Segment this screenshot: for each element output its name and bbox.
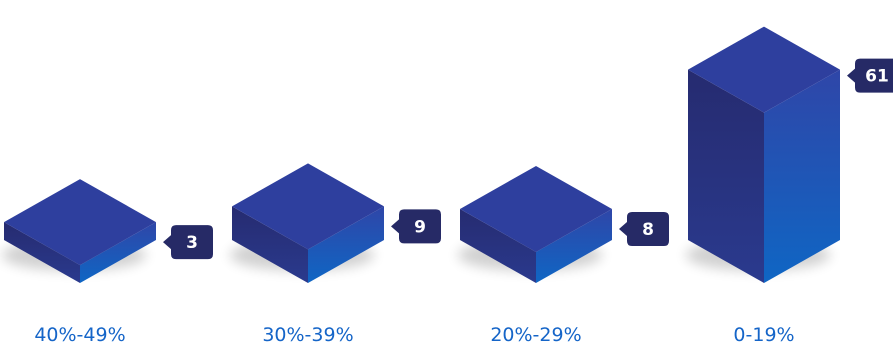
- value-callout: 3: [163, 225, 213, 260]
- bar-right-face: [764, 69, 840, 283]
- bar-top-face: [688, 26, 840, 113]
- bar: [457, 165, 612, 283]
- value-label: 61: [865, 67, 889, 87]
- callout-box: [847, 58, 893, 93]
- value-label: 3: [186, 233, 198, 253]
- value-label: 9: [414, 217, 426, 237]
- bar: [229, 163, 384, 283]
- category-label: 20%-29%: [490, 324, 581, 346]
- category-label: 30%-39%: [262, 324, 353, 346]
- bar-left-face: [4, 222, 80, 283]
- bar-left-face: [232, 206, 308, 283]
- bar-top-face: [4, 179, 156, 266]
- category-label: 40%-49%: [34, 324, 125, 346]
- bar-top-face: [232, 163, 384, 250]
- bar-left-face: [460, 208, 536, 283]
- bar: [685, 26, 840, 283]
- callout-box: [619, 211, 669, 246]
- value-callout: 8: [619, 211, 669, 246]
- bar-right-face: [536, 208, 612, 283]
- bar: [1, 179, 156, 283]
- value-callout: 9: [391, 209, 441, 244]
- bar-top-face: [460, 165, 612, 252]
- bar-right-face: [80, 222, 156, 283]
- callout-box: [163, 225, 213, 260]
- bar-left-face: [688, 69, 764, 283]
- value-callout: 61: [847, 58, 893, 93]
- category-label: 0-19%: [733, 324, 794, 346]
- callout-box: [391, 209, 441, 244]
- bar-right-face: [308, 206, 384, 283]
- value-label: 8: [642, 220, 654, 240]
